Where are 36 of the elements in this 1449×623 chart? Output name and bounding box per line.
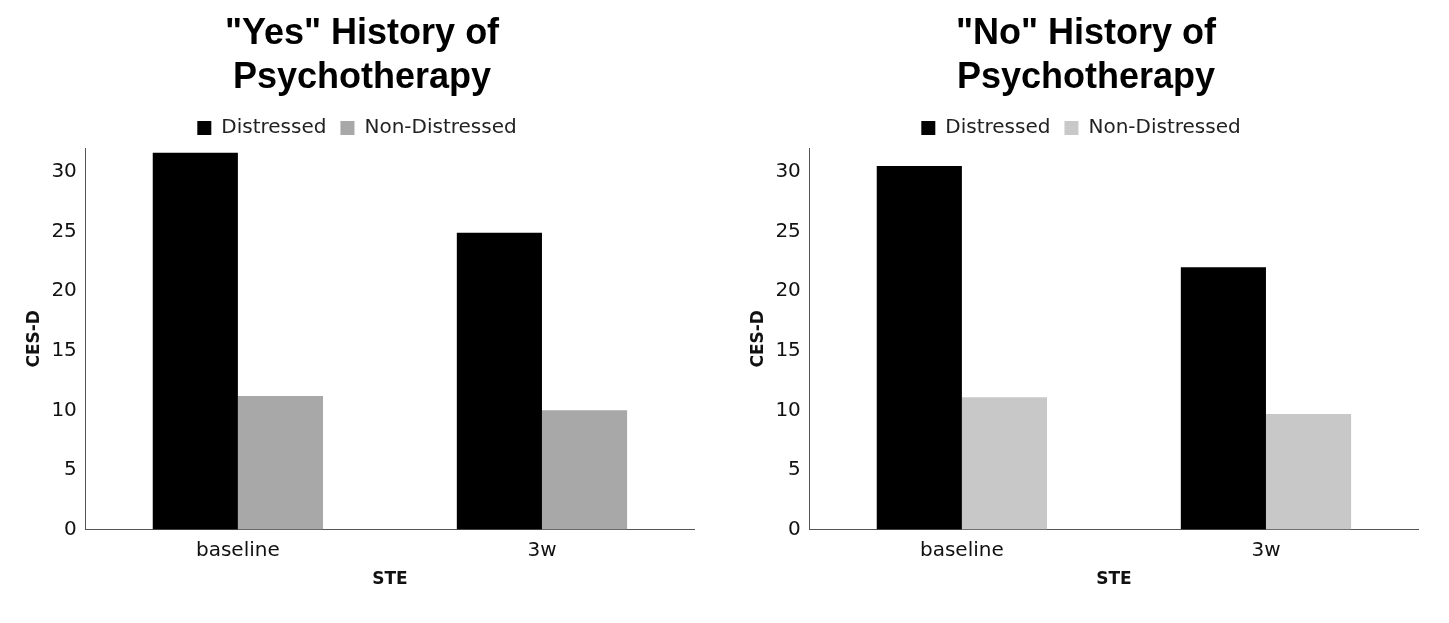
chart-title: "No" History of Psychotherapy [954, 10, 1218, 98]
x-tick-label: baseline [920, 536, 1004, 561]
y-tick-label: 5 [788, 456, 801, 481]
y-tick-label: 10 [775, 396, 801, 421]
legend-label: Distressed [221, 114, 327, 139]
y-tick-label: 0 [788, 515, 801, 540]
bar [456, 232, 542, 530]
y-tick-label: 20 [775, 277, 801, 302]
y-tick-label: 10 [51, 396, 77, 421]
y-tick-label: 0 [64, 515, 77, 540]
x-tick-label: baseline [196, 536, 280, 561]
y-tick-label: 20 [51, 277, 77, 302]
bar [237, 396, 324, 530]
legend-label: Distressed [945, 114, 1051, 139]
bar [541, 410, 628, 530]
y-axis-title: CES-D [22, 310, 43, 368]
bar [1265, 413, 1352, 530]
y-tick-label: 30 [51, 158, 77, 183]
y-tick-label: 15 [51, 336, 77, 361]
x-tick-label: 3w [1251, 536, 1281, 561]
y-tick-label: 5 [64, 456, 77, 481]
bar [1180, 267, 1266, 530]
chart-title: "Yes" History of Psychotherapy [223, 10, 501, 98]
bar [961, 397, 1048, 530]
legend-label: Non-Distressed [1088, 114, 1241, 139]
y-tick-label: 25 [775, 217, 801, 242]
legend-label: Non-Distressed [364, 114, 517, 139]
bar [876, 165, 962, 530]
x-axis-title: STE [1096, 568, 1132, 589]
y-tick-label: 25 [51, 217, 77, 242]
y-tick-label: 15 [775, 336, 801, 361]
x-tick-label: 3w [527, 536, 557, 561]
y-axis-title: CES-D [746, 310, 767, 368]
y-tick-label: 30 [775, 158, 801, 183]
x-axis-title: STE [372, 568, 408, 589]
bar [152, 152, 238, 530]
